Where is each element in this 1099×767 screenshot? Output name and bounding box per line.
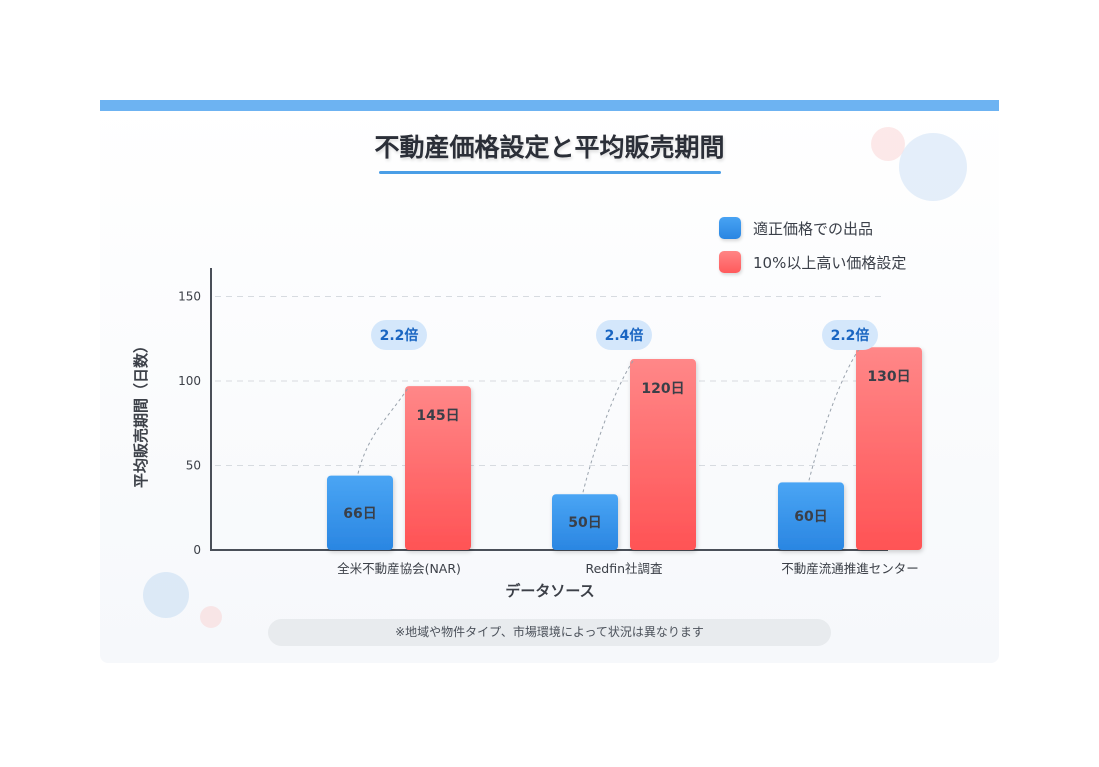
bar-label-high-price-2: 120日 <box>641 381 684 397</box>
legend: 適正価格での出品 10%以上高い価格設定 <box>719 211 906 279</box>
x-category-label-3: 不動産流通推進センター <box>781 561 919 576</box>
legend-swatch-high-price <box>719 251 741 273</box>
legend-label-high-price: 10%以上高い価格設定 <box>753 253 907 272</box>
bar-label-high-price-1: 145日 <box>416 408 459 424</box>
bar-fair-price-1 <box>327 475 393 550</box>
ratio-badge-3 <box>822 320 878 350</box>
legend-item-high-price: 10%以上高い価格設定 <box>719 245 906 279</box>
bar-fair-price-3 <box>778 482 844 550</box>
y-tick-label-50: 50 <box>186 459 201 473</box>
x-axis-title: データソース <box>505 582 594 600</box>
ratio-label-2: 2.4倍 <box>605 327 644 344</box>
ratio-connector-2 <box>582 360 634 493</box>
ratio-label-1: 2.2倍 <box>380 327 419 344</box>
decor-bubble-pink <box>871 127 905 161</box>
bar-label-fair-price-1: 66日 <box>343 506 376 522</box>
decor-bubble-large <box>899 133 967 201</box>
chart-card: 不動産価格設定と平均販売期間 適正価格での出品 10%以上高い価格設定 <box>100 100 999 663</box>
bar-high-price-1 <box>405 386 471 550</box>
legend-item-fair-price: 適正価格での出品 <box>719 211 906 245</box>
bar-label-fair-price-2: 50日 <box>568 515 601 531</box>
bar-label-fair-price-3: 60日 <box>794 509 827 525</box>
legend-swatch-fair-price <box>719 217 741 239</box>
page-title: 不動産価格設定と平均販売期間 <box>374 133 725 162</box>
footnote: ※地域や物件タイプ、市場環境によって状況は異なります <box>268 619 831 646</box>
ratio-connector-1 <box>357 387 409 474</box>
ratio-connector-3 <box>808 348 860 481</box>
bar-fair-price-2 <box>552 494 618 550</box>
y-tick-label-150: 150 <box>178 290 201 304</box>
x-category-label-1: 全米不動産協会(NAR) <box>337 561 461 576</box>
y-axis-title: 平均販売期間（日数） <box>132 338 150 488</box>
y-tick-label-100: 100 <box>178 374 201 388</box>
decor-bubble-pink-small <box>200 606 222 628</box>
ratio-badge-2 <box>596 320 652 350</box>
ratio-label-3: 2.2倍 <box>831 327 870 344</box>
legend-label-fair-price: 適正価格での出品 <box>753 219 874 238</box>
bar-high-price-3 <box>856 347 922 550</box>
bar-high-price-2 <box>630 359 696 550</box>
decor-bubble-blue-small <box>143 572 189 618</box>
y-tick-label-0: 0 <box>193 543 201 557</box>
x-category-label-2: Redfin社調査 <box>585 561 663 576</box>
bar-label-high-price-3: 130日 <box>867 369 910 385</box>
ratio-badge-1 <box>371 320 427 350</box>
accent-bar <box>100 100 999 111</box>
bar-chart: 0 50 100 150 全米不動産協会(NAR) Redfin社調査 不動産流通推進センタ… <box>132 268 922 600</box>
title-underline <box>379 171 721 174</box>
